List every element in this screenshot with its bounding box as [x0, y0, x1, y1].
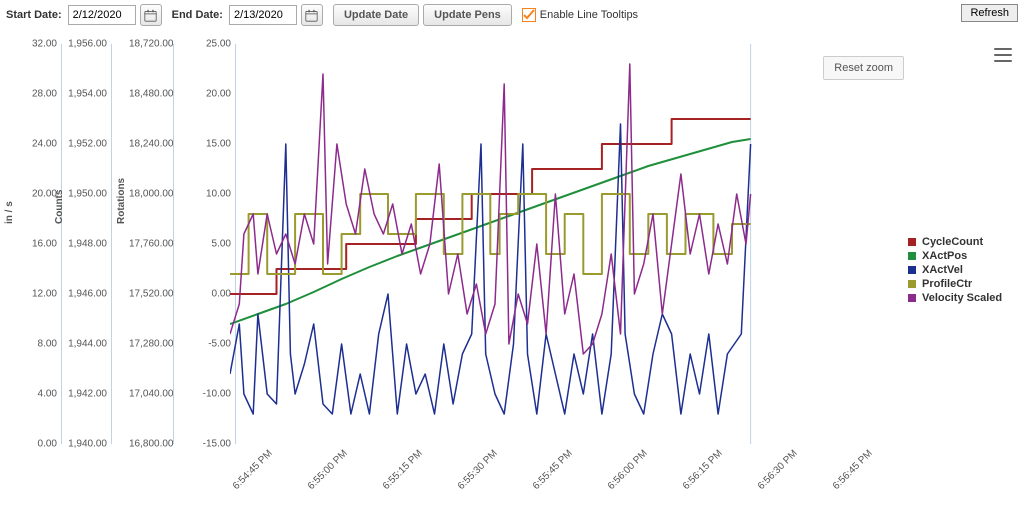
update-date-button[interactable]: Update Date [333, 4, 419, 26]
legend-label: XActVel [922, 264, 963, 276]
y-tick-label: 25.00 [191, 39, 231, 50]
legend-swatch [908, 252, 916, 260]
y-tick-label: 16,800.00 [129, 439, 169, 450]
y-tick-label: 20.00 [191, 89, 231, 100]
end-date-label: End Date: [172, 9, 223, 21]
legend-item[interactable]: Velocity Scaled [908, 292, 1018, 304]
y-tick-label: 1,940.00 [67, 439, 107, 450]
start-date-input[interactable] [68, 5, 136, 25]
y-tick-label: -10.00 [191, 389, 231, 400]
y-tick-label: 17,760.00 [129, 239, 169, 250]
y-tick-label: 1,948.00 [67, 239, 107, 250]
y-tick-label: 18,720.00 [129, 39, 169, 50]
start-date-label: Start Date: [6, 9, 62, 21]
y-tick-label: 1,942.00 [67, 389, 107, 400]
y-tick-label: -15.00 [191, 439, 231, 450]
x-tick-label: 6:56:30 PM [755, 448, 799, 492]
y-tick-label: 0.00 [191, 289, 231, 300]
x-axis: 6:54:45 PM 6:55:00 PM 6:55:15 PM 6:55:30 PM… [230, 448, 904, 504]
x-tick-label: 6:56:00 PM [606, 448, 650, 492]
x-tick-label: 6:56:45 PM [830, 448, 874, 492]
y-axis-title: Counts [54, 190, 65, 224]
y-tick-label: 18,480.00 [129, 89, 169, 100]
check-icon [523, 9, 535, 21]
refresh-button[interactable]: Refresh [961, 4, 1018, 22]
legend-label: XActPos [922, 250, 967, 262]
y-tick-label: 5.00 [191, 239, 231, 250]
y-tick-label: 4.00 [17, 389, 57, 400]
y-axis: 18,720.0018,480.0018,240.0018,000.0017,7… [130, 44, 174, 444]
y-tick-label: 18,000.00 [129, 189, 169, 200]
y-tick-label: 1,946.00 [67, 289, 107, 300]
y-tick-label: 20.00 [17, 189, 57, 200]
legend-swatch [908, 280, 916, 288]
y-tick-label: 1,944.00 [67, 339, 107, 350]
legend-swatch [908, 266, 916, 274]
plot-svg [230, 44, 904, 444]
plot[interactable] [230, 44, 904, 444]
end-date-input[interactable] [229, 5, 297, 25]
calendar-icon [305, 9, 318, 22]
legend-item[interactable]: ProfileCtr [908, 278, 1018, 290]
y-tick-label: 16.00 [17, 239, 57, 250]
x-tick-label: 6:55:00 PM [306, 448, 350, 492]
y-tick-label: 15.00 [191, 139, 231, 150]
x-tick-label: 6:56:15 PM [681, 448, 725, 492]
y-axis: 1,956.001,954.001,952.001,950.001,948.00… [68, 44, 112, 444]
y-tick-label: 24.00 [17, 139, 57, 150]
legend-item[interactable]: CycleCount [908, 236, 1018, 248]
y-tick-label: 17,280.00 [129, 339, 169, 350]
y-tick-label: 18,240.00 [129, 139, 169, 150]
start-date-calendar-button[interactable] [140, 4, 162, 26]
legend-label: CycleCount [922, 236, 983, 248]
y-tick-label: 32.00 [17, 39, 57, 50]
legend-swatch [908, 238, 916, 246]
y-tick-label: 12.00 [17, 289, 57, 300]
x-tick-label: 6:55:30 PM [456, 448, 500, 492]
x-tick-label: 6:54:45 PM [231, 448, 275, 492]
y-tick-label: -5.00 [191, 339, 231, 350]
x-tick-label: 6:55:15 PM [381, 448, 425, 492]
legend: CycleCount XActPos XActVel ProfileCtr Veloci… [908, 234, 1018, 306]
y-tick-label: 1,952.00 [67, 139, 107, 150]
update-pens-button[interactable]: Update Pens [423, 4, 512, 26]
y-axis: 32.0028.0024.0020.0016.0012.008.004.000.… [18, 44, 62, 444]
y-axis-title: Rotations [116, 178, 127, 224]
y-tick-label: 1,956.00 [67, 39, 107, 50]
chart-area: 32.00 28.00 24.00 20.00 16.00 12.00 8.00 4.00 0.… [0, 34, 1024, 504]
legend-item[interactable]: XActPos [908, 250, 1018, 262]
y-axis-title: in / s [4, 201, 15, 224]
y-tick-label: 1,950.00 [67, 189, 107, 200]
calendar-icon [144, 9, 157, 22]
legend-item[interactable]: XActVel [908, 264, 1018, 276]
y-tick-label: 17,040.00 [129, 389, 169, 400]
enable-tooltips-checkbox[interactable] [522, 8, 536, 22]
y-tick-label: 0.00 [17, 439, 57, 450]
enable-tooltips-label: Enable Line Tooltips [540, 9, 638, 21]
x-tick-label: 6:55:45 PM [531, 448, 575, 492]
y-tick-label: 1,954.00 [67, 89, 107, 100]
y-tick-label: 8.00 [17, 339, 57, 350]
legend-swatch [908, 294, 916, 302]
legend-label: Velocity Scaled [922, 292, 1002, 304]
y-tick-label: 10.00 [191, 189, 231, 200]
end-date-calendar-button[interactable] [301, 4, 323, 26]
legend-label: ProfileCtr [922, 278, 972, 290]
y-tick-label: 17,520.00 [129, 289, 169, 300]
toolbar: Start Date: End Date: Update Date Update… [0, 0, 1024, 30]
y-tick-label: 28.00 [17, 89, 57, 100]
